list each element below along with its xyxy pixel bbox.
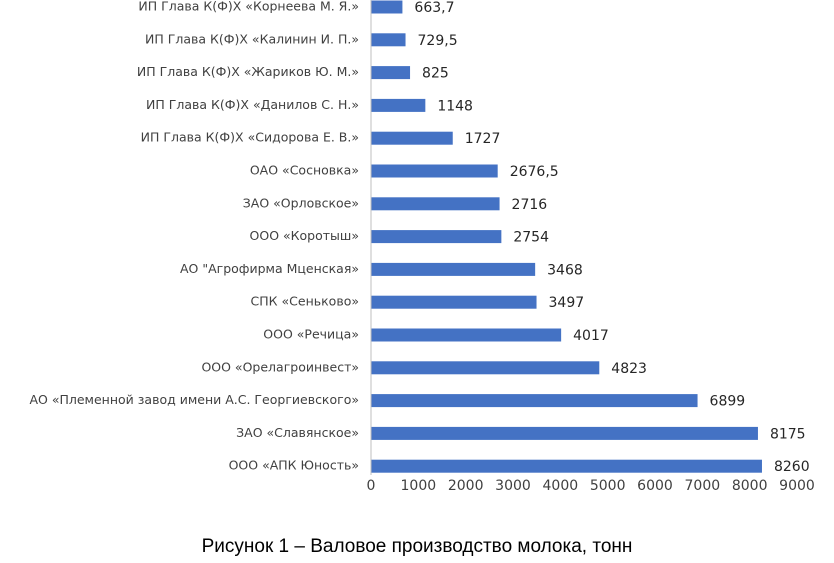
category-label: ИП Глава К(Ф)Х «Сидорова Е. В.»	[141, 130, 359, 145]
bar-chart: ИП Глава К(Ф)Х «Корнеева М. Я.» ИП Глава …	[29, 0, 815, 494]
bars	[371, 0, 762, 473]
category-label: ИП Глава К(Ф)Х «Жариков Ю. М.»	[137, 64, 359, 79]
data-label: 825	[422, 66, 449, 82]
data-label: 2716	[512, 197, 548, 213]
x-tick-label: 2000	[448, 478, 484, 494]
category-label: СПК «Сеньково»	[251, 294, 359, 309]
data-label: 8260	[774, 459, 810, 475]
category-labels: ИП Глава К(Ф)Х «Корнеева М. Я.» ИП Глава …	[29, 0, 359, 473]
x-tick-label: 5000	[590, 478, 626, 494]
x-axis-ticks: 0 1000 2000 3000 4000 5000 6000 7000 8000 9000	[367, 478, 815, 494]
data-label: 2676,5	[510, 164, 559, 180]
data-label: 2754	[513, 230, 549, 246]
data-label: 1727	[465, 131, 501, 147]
bar	[371, 0, 403, 14]
x-tick-label: 0	[367, 478, 376, 494]
figure-caption: Рисунок 1 – Валовое производство молока,…	[201, 536, 633, 557]
data-label: 6899	[710, 394, 746, 410]
category-label: ЗАО «Орловское»	[243, 195, 359, 210]
data-label: 3497	[549, 295, 585, 311]
bar	[371, 426, 758, 440]
x-tick-label: 9000	[779, 478, 815, 494]
category-label: ИП Глава К(Ф)Х «Корнеева М. Я.»	[138, 0, 359, 14]
category-label: ЗАО «Славянское»	[236, 425, 359, 440]
category-label: ООО «АПК Юность»	[229, 458, 359, 473]
bar	[371, 361, 600, 375]
bar	[371, 197, 500, 211]
bar	[371, 328, 562, 342]
data-label: 4823	[611, 361, 647, 377]
category-label: ИП Глава К(Ф)Х «Калинин И. П.»	[145, 31, 359, 46]
bar	[371, 262, 536, 276]
x-tick-label: 7000	[685, 478, 721, 494]
bar	[371, 459, 762, 473]
x-tick-label: 6000	[637, 478, 673, 494]
category-label: ИП Глава К(Ф)Х «Данилов С. Н.»	[146, 97, 359, 112]
bar	[371, 98, 426, 112]
bar	[371, 131, 453, 145]
data-label: 8175	[770, 426, 806, 442]
bar	[371, 394, 698, 408]
category-label: АО "Агрофирма Мценская»	[180, 261, 359, 276]
x-tick-label: 4000	[543, 478, 579, 494]
data-label: 663,7	[414, 0, 454, 16]
bar	[371, 295, 537, 309]
data-label: 3468	[547, 262, 583, 278]
value-labels: 663,7 729,5 825 1148 1727 2676,5 2716 2754 3468 3…	[414, 0, 809, 475]
data-label: 729,5	[418, 33, 458, 49]
x-tick-label: 3000	[495, 478, 531, 494]
category-label: ООО «Коротыш»	[250, 228, 359, 243]
data-label: 4017	[573, 328, 609, 344]
x-tick-label: 8000	[732, 478, 768, 494]
bar	[371, 230, 502, 244]
bar	[371, 33, 406, 47]
category-label: АО «Племенной завод имени А.С. Георгиевс…	[29, 392, 359, 407]
category-label: ООО «Орелагроинвест»	[201, 359, 359, 374]
bar	[371, 164, 498, 178]
category-label: ООО «Речица»	[263, 327, 359, 342]
data-label: 1148	[437, 98, 473, 114]
x-tick-label: 1000	[401, 478, 437, 494]
bar	[371, 66, 411, 80]
category-label: ОАО «Сосновка»	[250, 163, 359, 178]
